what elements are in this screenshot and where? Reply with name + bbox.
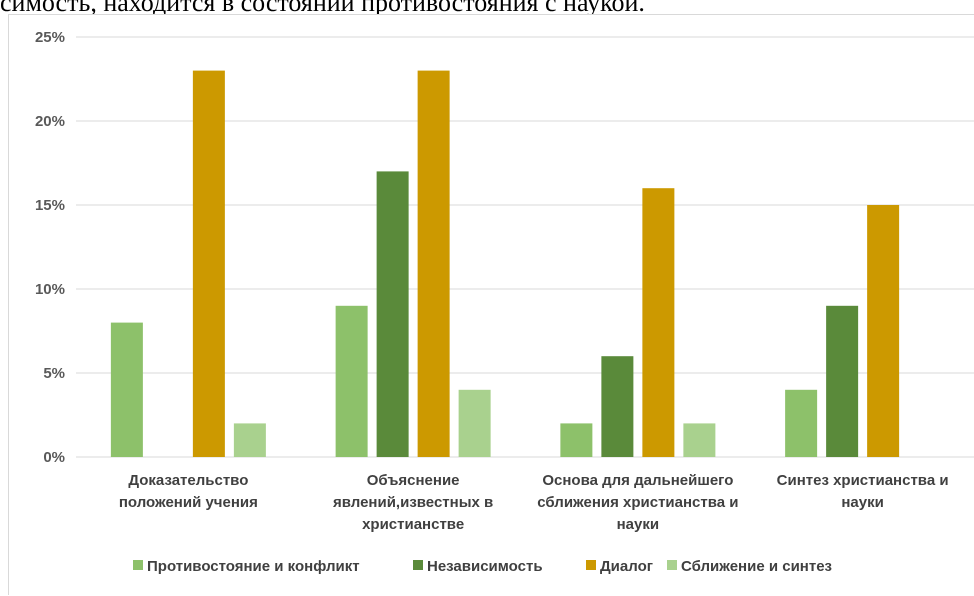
bar	[110, 322, 143, 457]
y-tick-label: 5%	[43, 365, 65, 382]
legend: Противостояние и конфликт Независимость Ди…	[133, 558, 832, 575]
bar	[335, 305, 368, 457]
bar	[826, 305, 859, 457]
bar	[683, 423, 716, 457]
bar	[376, 171, 409, 457]
y-tick-label: 0%	[43, 449, 65, 466]
legend-swatch	[667, 560, 677, 570]
bar	[560, 423, 593, 457]
legend-label: Противостояние и конфликт	[147, 558, 360, 575]
x-tick-label: явлений,известных в	[333, 494, 493, 511]
y-tick-label: 10%	[35, 281, 65, 298]
bar	[601, 356, 634, 457]
x-tick-label: Объяснение	[367, 472, 460, 489]
legend-label: Диалог	[600, 558, 653, 575]
legend-label: Независимость	[427, 558, 543, 575]
bar	[785, 389, 818, 457]
y-tick-label: 20%	[35, 113, 65, 130]
x-tick-label: сближения христианства и	[537, 494, 738, 511]
legend-swatch	[413, 560, 423, 570]
bar	[233, 423, 266, 457]
legend-swatch	[586, 560, 596, 570]
bar	[458, 389, 491, 457]
bars	[110, 70, 900, 457]
bar	[417, 70, 450, 457]
y-tick-label: 25%	[35, 29, 65, 46]
y-axis: 0% 5% 10% 15% 20% 25%	[35, 29, 65, 466]
x-tick-label: положений учения	[119, 494, 258, 511]
chart-frame: 0% 5% 10% 15% 20% 25% Доказательство положений…	[8, 14, 974, 595]
x-tick-label: науки	[617, 516, 659, 533]
y-tick-label: 15%	[35, 197, 65, 214]
legend-label: Сближение и синтез	[681, 558, 832, 575]
x-tick-label: Синтез христианства и	[777, 472, 949, 489]
x-tick-label: науки	[841, 494, 883, 511]
bar-chart: 0% 5% 10% 15% 20% 25% Доказательство положений…	[35, 29, 974, 575]
bar	[867, 205, 900, 457]
x-axis: Доказательство положений учения Объяснение…	[119, 472, 949, 533]
document-text-line: симость, находится в состоянии противост…	[0, 0, 645, 17]
x-tick-label: христианстве	[362, 516, 464, 533]
x-tick-label: Основа для дальнейшего	[542, 472, 733, 489]
bar	[642, 188, 675, 457]
gridlines	[76, 36, 974, 458]
bar	[192, 70, 225, 457]
x-tick-label: Доказательство	[128, 472, 248, 489]
legend-swatch	[133, 560, 143, 570]
